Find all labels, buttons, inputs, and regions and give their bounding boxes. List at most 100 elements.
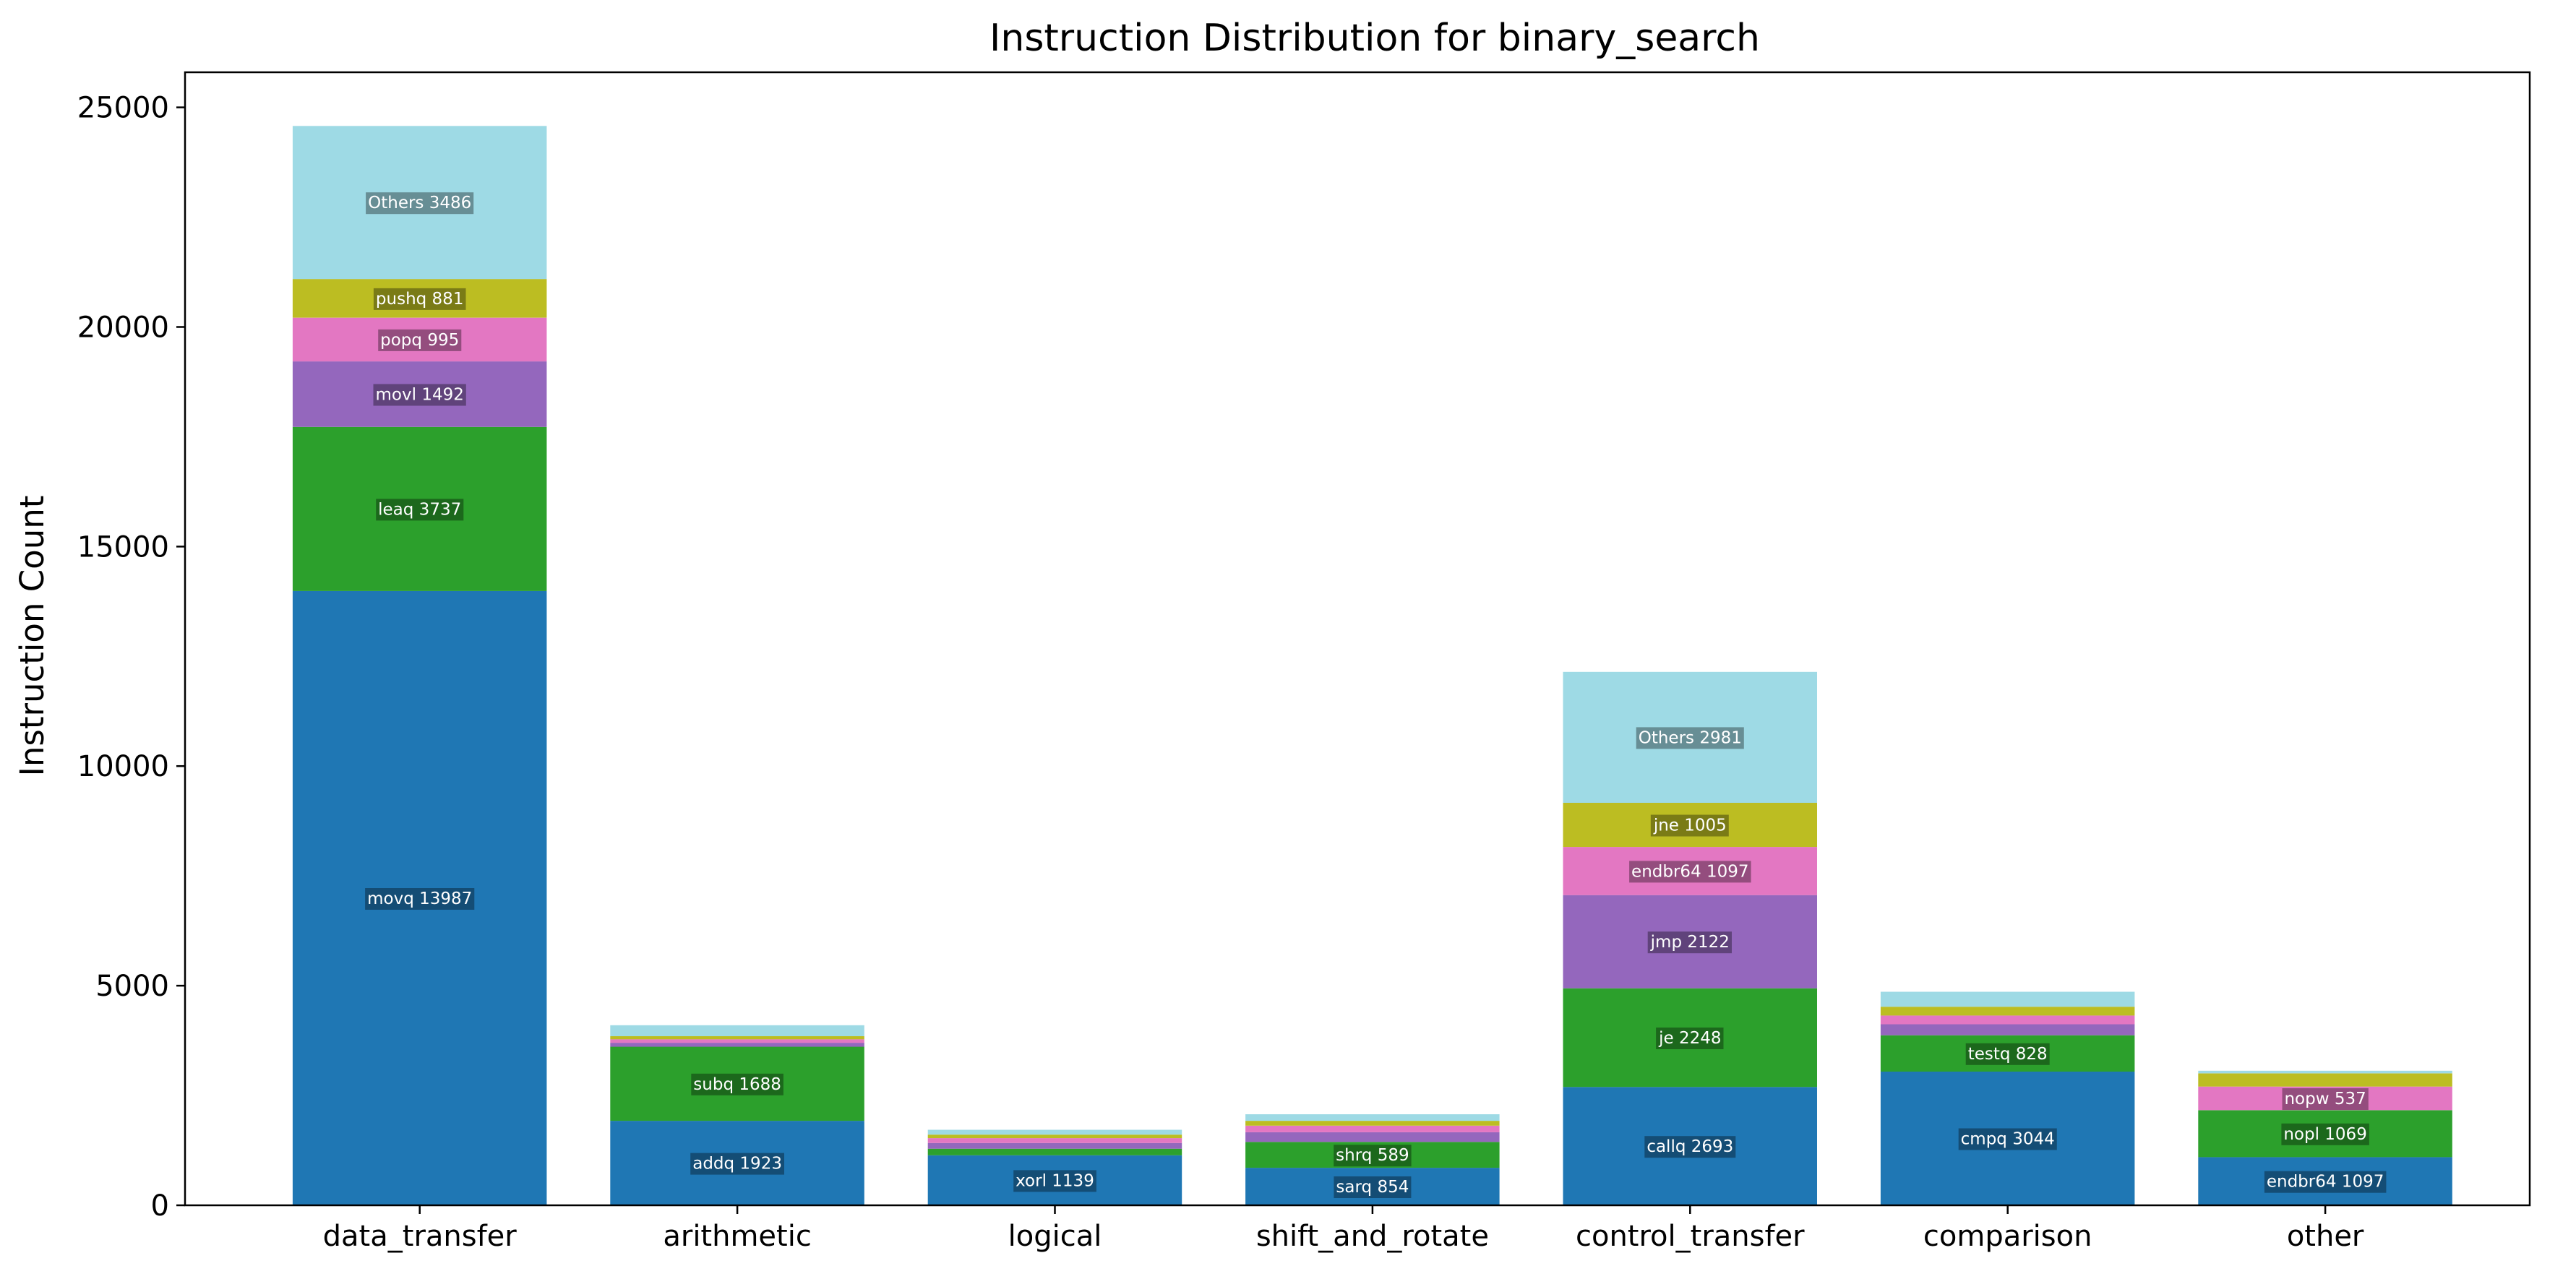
bar-segment	[292, 279, 547, 318]
bar-segment	[292, 126, 547, 280]
bar-segment	[1880, 991, 2135, 1007]
segment-label-background	[2282, 1088, 2369, 1110]
segment-label-background	[1334, 1145, 1412, 1167]
bar-segment	[927, 1138, 1182, 1143]
segment-label-background	[1647, 931, 1732, 954]
bar-segment	[2198, 1086, 2452, 1111]
bar-segment	[1563, 1087, 1817, 1205]
segment-label-background	[373, 288, 466, 310]
segment-label: je 2248	[1656, 1028, 1724, 1049]
x-tick-label: arithmetic	[663, 1220, 811, 1253]
segment-label: endbr64 1097	[2264, 1171, 2387, 1193]
y-tick-label: 5000	[95, 970, 169, 1003]
segment-label-text: subq 1688	[693, 1075, 781, 1094]
segment-label-text: shrq 589	[1336, 1146, 1409, 1165]
segment-label-background	[1636, 727, 1744, 749]
bar-segment	[1245, 1142, 1500, 1168]
segment-label-text: nopl 1069	[2283, 1125, 2366, 1144]
segment-label-background	[690, 1153, 784, 1175]
segment-label-text: movq 13987	[367, 890, 472, 908]
segment-label-text: popq 995	[380, 331, 459, 350]
y-axis-ticks: 0 5000 10000 15000 20000 25000	[77, 92, 185, 1223]
bar-segment	[1880, 1072, 2135, 1205]
chart-title: Instruction Distribution for binary_sear…	[989, 17, 1760, 60]
bar-segment	[292, 426, 547, 591]
segment-label-text: callq 2693	[1647, 1137, 1733, 1156]
segment-label: movl 1492	[373, 384, 466, 406]
bar-segment	[927, 1155, 1182, 1205]
segment-label-text: sarq 854	[1336, 1178, 1409, 1197]
y-tick-label: 10000	[77, 750, 169, 783]
bar-segment	[1245, 1168, 1500, 1205]
bars-layer: movq 13987 leaq 3737 movl 1492 popq 995 push…	[292, 126, 2452, 1205]
bar-segment	[2198, 1073, 2452, 1087]
bar-segment	[927, 1148, 1182, 1155]
bar-segment	[1563, 988, 1817, 1088]
bar-segment	[927, 1129, 1182, 1135]
bar-segment	[2198, 1070, 2452, 1074]
bar-segment	[2198, 1110, 2452, 1158]
segment-label-text: jmp 2122	[1650, 933, 1730, 952]
segment-label-text: movl 1492	[376, 386, 464, 405]
segment-label: popq 995	[378, 329, 462, 351]
x-tick-label: shift_and_rotate	[1256, 1220, 1489, 1253]
segment-label-background	[366, 192, 474, 215]
segment-label-background	[1958, 1128, 2057, 1150]
bar-segment	[610, 1043, 864, 1047]
y-axis-label: Instruction Count	[13, 496, 51, 777]
x-tick-label: logical	[1008, 1220, 1102, 1253]
segment-label-background	[1965, 1043, 2050, 1065]
bar-segment	[1880, 1035, 2135, 1072]
segment-label-background	[2264, 1171, 2387, 1193]
segment-label-background	[373, 384, 466, 406]
segment-label: subq 1688	[691, 1073, 783, 1095]
bar-segment	[1563, 803, 1817, 848]
bar-segment	[610, 1121, 864, 1205]
segment-label: addq 1923	[690, 1153, 784, 1175]
segment-label-text: pushq 881	[376, 290, 464, 309]
segment-label: jne 1005	[1650, 814, 1729, 837]
segment-label: shrq 589	[1334, 1145, 1412, 1167]
segment-label: sarq 854	[1334, 1176, 1412, 1198]
segment-label-text: Others 2981	[1639, 728, 1742, 747]
bar-segment	[1563, 671, 1817, 803]
bar-segment	[610, 1025, 864, 1036]
segment-label-background	[1013, 1170, 1096, 1192]
segment-label: leaq 3737	[376, 499, 464, 521]
x-tick-label: control_transfer	[1576, 1220, 1805, 1253]
bar-segment	[927, 1142, 1182, 1149]
segment-label-background	[1650, 814, 1729, 837]
bar-segment	[292, 317, 547, 362]
segment-label-text: addq 1923	[692, 1155, 782, 1174]
x-tick-label: data_transfer	[323, 1220, 518, 1253]
y-tick-label: 20000	[77, 311, 169, 345]
segment-label: endbr64 1097	[1629, 861, 1751, 883]
segment-label-background	[1644, 1136, 1736, 1158]
bar-segment	[1880, 1007, 2135, 1016]
segment-label-text: endbr64 1097	[1631, 862, 1749, 881]
segment-label-text: endbr64 1097	[2267, 1173, 2384, 1192]
segment-label-background	[378, 329, 462, 351]
bar-segment	[1245, 1114, 1500, 1121]
segment-label-background	[376, 499, 464, 521]
segment-label-text: je 2248	[1658, 1029, 1721, 1048]
segment-label-text: xorl 1139	[1016, 1171, 1094, 1190]
y-tick-label: 25000	[77, 92, 169, 125]
segment-label-background	[2281, 1123, 2369, 1145]
bar-segment	[292, 590, 547, 1205]
segment-label-background	[1629, 861, 1751, 883]
segment-label-text: leaq 3737	[378, 500, 461, 519]
segment-label: nopw 537	[2282, 1088, 2369, 1110]
bar-segment	[927, 1134, 1182, 1139]
y-tick-label: 0	[151, 1189, 169, 1223]
segment-label: cmpq 3044	[1958, 1128, 2057, 1150]
bar-segment	[1245, 1121, 1500, 1126]
segment-label-text: jne 1005	[1653, 817, 1727, 835]
segment-label: pushq 881	[373, 288, 466, 310]
x-tick-label: other	[2287, 1220, 2364, 1253]
bar-segment	[1563, 847, 1817, 895]
bar-segment	[610, 1036, 864, 1040]
segment-label: callq 2693	[1644, 1136, 1736, 1158]
segment-label-text: nopw 537	[2284, 1090, 2366, 1108]
